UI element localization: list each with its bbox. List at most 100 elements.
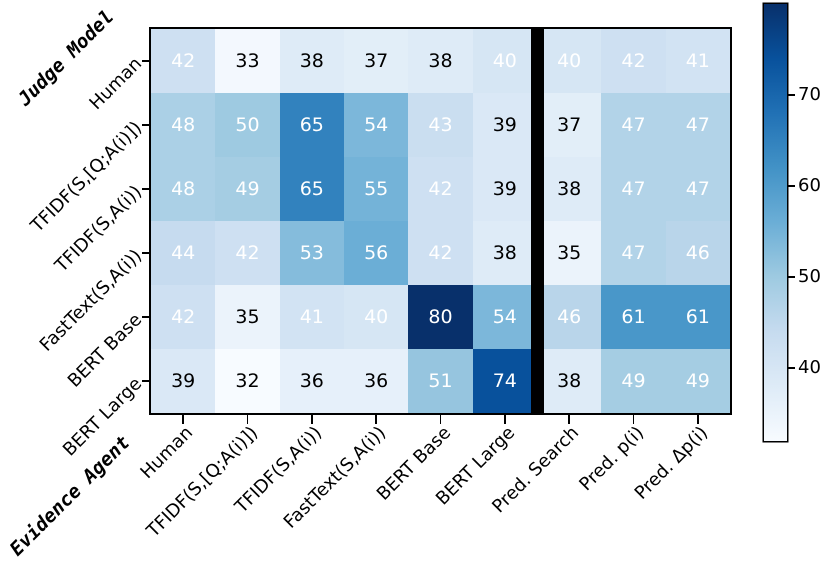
heatmap-plot: 42 33 38 37 38 40 40 42 41 48 50 65 54 43 39 37 47 47 48 49… (151, 29, 730, 413)
heatmap-cell: 37 (344, 29, 409, 93)
cell-value: 74 (492, 369, 517, 392)
y-tick-label: Human (85, 53, 147, 115)
heatmap-cell: 48 (151, 93, 216, 157)
colorbar-tick-mark (788, 94, 795, 96)
heatmap-cell: 61 (601, 285, 666, 349)
heatmap-cell: 36 (344, 349, 409, 413)
heatmap-cell: 35 (537, 221, 602, 285)
cell-value: 47 (621, 241, 646, 264)
heatmap-cell: 50 (215, 93, 280, 157)
heatmap-cell: 32 (215, 349, 280, 413)
heatmap-cell: 40 (537, 29, 602, 93)
cell-value: 42 (428, 177, 453, 200)
cell-value: 36 (364, 369, 389, 392)
cell-value: 54 (492, 305, 517, 328)
cell-value: 43 (428, 113, 453, 136)
heatmap-cell: 47 (601, 221, 666, 285)
heatmap-cell: 39 (472, 157, 537, 221)
cell-value: 56 (364, 241, 389, 264)
heatmap-cell: 41 (665, 29, 730, 93)
cell-value: 41 (685, 49, 710, 72)
colorbar-tick-mark (788, 185, 795, 187)
colorbar-tick-mark (788, 276, 795, 278)
cell-value: 37 (364, 49, 389, 72)
cell-value: 38 (492, 241, 517, 264)
cell-value: 61 (685, 305, 710, 328)
heatmap-cell: 80 (408, 285, 473, 349)
cell-value: 50 (235, 113, 260, 136)
cell-value: 36 (299, 369, 324, 392)
cell-value: 38 (428, 49, 453, 72)
heatmap-cell: 54 (472, 285, 537, 349)
heatmap-cell: 47 (601, 157, 666, 221)
cell-value: 39 (492, 113, 517, 136)
heatmap-cell: 74 (472, 349, 537, 413)
cell-value: 40 (557, 49, 582, 72)
x-tick-mark (311, 415, 313, 424)
cell-value: 46 (685, 241, 710, 264)
cell-value: 47 (685, 177, 710, 200)
cell-value: 55 (364, 177, 389, 200)
cell-value: 80 (428, 305, 453, 328)
cell-value: 61 (621, 305, 646, 328)
x-tick-mark (182, 415, 184, 424)
heatmap-cell: 42 (408, 157, 473, 221)
heatmap-cell: 38 (408, 29, 473, 93)
heatmap-cell: 36 (279, 349, 344, 413)
cell-value: 49 (621, 369, 646, 392)
colorbar-tick-label: 60 (798, 175, 821, 197)
heatmap-cell: 49 (665, 349, 730, 413)
x-tick-mark (375, 415, 377, 424)
heatmap-cell: 38 (472, 221, 537, 285)
cell-value: 33 (235, 49, 260, 72)
heatmap-cell: 61 (665, 285, 730, 349)
heatmap-cell: 42 (408, 221, 473, 285)
cell-value: 40 (364, 305, 389, 328)
heatmap-cell: 48 (151, 157, 216, 221)
cell-value: 47 (621, 113, 646, 136)
cell-value: 42 (235, 241, 260, 264)
cell-value: 42 (171, 305, 196, 328)
heatmap-cell: 56 (344, 221, 409, 285)
heatmap-cell: 53 (279, 221, 344, 285)
heatmap-cell: 47 (601, 93, 666, 157)
colorbar-tick-label: 40 (798, 357, 821, 379)
heatmap-cell: 40 (472, 29, 537, 93)
heatmap-cell: 47 (665, 93, 730, 157)
cell-value: 37 (557, 113, 582, 136)
y-tick-mark (142, 316, 151, 318)
heatmap-cell: 65 (279, 93, 344, 157)
cell-value: 54 (364, 113, 389, 136)
heatmap-cell: 51 (408, 349, 473, 413)
heatmap-cell: 42 (151, 29, 216, 93)
cell-value: 38 (557, 177, 582, 200)
y-tick-mark (142, 188, 151, 190)
x-tick-mark (439, 415, 442, 424)
cell-value: 32 (235, 369, 260, 392)
cell-value: 38 (557, 369, 582, 392)
cell-value: 38 (299, 49, 324, 72)
cell-value: 48 (171, 177, 196, 200)
cell-value: 42 (621, 49, 646, 72)
cell-value: 51 (428, 369, 453, 392)
heatmap-cell: 46 (665, 221, 730, 285)
heatmap-cell: 43 (408, 93, 473, 157)
heatmap-cell: 65 (279, 157, 344, 221)
cell-value: 47 (621, 177, 646, 200)
x-tick-label: TFIDF(S,[Q;A(i)]) (142, 422, 262, 542)
cell-value: 35 (235, 305, 260, 328)
heatmap-cell: 38 (537, 349, 602, 413)
x-tick-mark (632, 415, 635, 424)
y-tick-mark (142, 60, 151, 62)
x-tick-mark (504, 415, 506, 424)
cell-value: 46 (557, 305, 582, 328)
y-tick-mark (142, 380, 151, 382)
heatmap-cell: 44 (151, 221, 216, 285)
heatmap-cell: 49 (215, 157, 280, 221)
x-tick-mark (568, 415, 570, 424)
heatmap-cell: 42 (601, 29, 666, 93)
x-tick-mark (246, 415, 249, 424)
y-tick-label: TFIDF(S,[Q;A(i)]) (26, 117, 147, 237)
colorbar-tick-mark (788, 367, 795, 369)
